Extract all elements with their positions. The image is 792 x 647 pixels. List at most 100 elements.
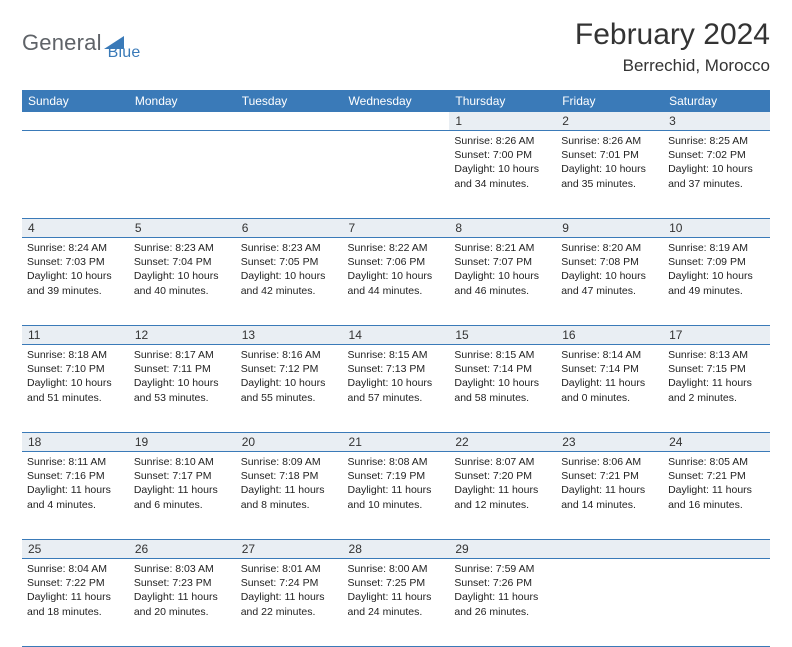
- day-cell: Sunrise: 8:04 AMSunset: 7:22 PMDaylight:…: [22, 559, 129, 647]
- day-sun-info: Sunrise: 8:03 AMSunset: 7:23 PMDaylight:…: [134, 562, 231, 619]
- day-sun-info: Sunrise: 8:01 AMSunset: 7:24 PMDaylight:…: [241, 562, 338, 619]
- day-cell: Sunrise: 7:59 AMSunset: 7:26 PMDaylight:…: [449, 559, 556, 647]
- day-number-cell: 11: [22, 326, 129, 345]
- week-row: Sunrise: 8:04 AMSunset: 7:22 PMDaylight:…: [22, 559, 770, 647]
- week-num-row: 45678910: [22, 219, 770, 238]
- day-number-cell: 24: [663, 433, 770, 452]
- day-header-friday: Friday: [556, 90, 663, 112]
- day-number-cell: 29: [449, 540, 556, 559]
- day-sun-info: Sunrise: 8:17 AMSunset: 7:11 PMDaylight:…: [134, 348, 231, 405]
- week-num-row: 11121314151617: [22, 326, 770, 345]
- day-cell: Sunrise: 8:15 AMSunset: 7:14 PMDaylight:…: [449, 345, 556, 433]
- day-cell: Sunrise: 8:03 AMSunset: 7:23 PMDaylight:…: [129, 559, 236, 647]
- day-cell: Sunrise: 8:22 AMSunset: 7:06 PMDaylight:…: [343, 238, 450, 326]
- day-sun-info: Sunrise: 8:10 AMSunset: 7:17 PMDaylight:…: [134, 455, 231, 512]
- day-sun-info: Sunrise: 8:22 AMSunset: 7:06 PMDaylight:…: [348, 241, 445, 298]
- day-header-monday: Monday: [129, 90, 236, 112]
- day-number-cell: [22, 112, 129, 131]
- day-sun-info: Sunrise: 8:20 AMSunset: 7:08 PMDaylight:…: [561, 241, 658, 298]
- day-cell: [129, 131, 236, 219]
- day-cell: Sunrise: 8:17 AMSunset: 7:11 PMDaylight:…: [129, 345, 236, 433]
- day-header-thursday: Thursday: [449, 90, 556, 112]
- day-cell: Sunrise: 8:06 AMSunset: 7:21 PMDaylight:…: [556, 452, 663, 540]
- day-sun-info: Sunrise: 8:13 AMSunset: 7:15 PMDaylight:…: [668, 348, 765, 405]
- day-sun-info: Sunrise: 8:23 AMSunset: 7:05 PMDaylight:…: [241, 241, 338, 298]
- day-cell: [236, 131, 343, 219]
- day-number-cell: 17: [663, 326, 770, 345]
- day-sun-info: Sunrise: 8:06 AMSunset: 7:21 PMDaylight:…: [561, 455, 658, 512]
- day-number-cell: [663, 540, 770, 559]
- day-number-cell: 9: [556, 219, 663, 238]
- title-block: February 2024 Berrechid, Morocco: [575, 18, 770, 76]
- logo: General Blue: [22, 24, 141, 62]
- week-num-row: 18192021222324: [22, 433, 770, 452]
- day-number-cell: 1: [449, 112, 556, 131]
- day-sun-info: Sunrise: 8:00 AMSunset: 7:25 PMDaylight:…: [348, 562, 445, 619]
- page-header: General Blue February 2024 Berrechid, Mo…: [22, 18, 770, 76]
- day-header-sunday: Sunday: [22, 90, 129, 112]
- day-cell: Sunrise: 8:09 AMSunset: 7:18 PMDaylight:…: [236, 452, 343, 540]
- day-sun-info: Sunrise: 8:19 AMSunset: 7:09 PMDaylight:…: [668, 241, 765, 298]
- day-cell: Sunrise: 8:26 AMSunset: 7:01 PMDaylight:…: [556, 131, 663, 219]
- day-cell: [22, 131, 129, 219]
- day-number-cell: 10: [663, 219, 770, 238]
- day-sun-info: Sunrise: 8:23 AMSunset: 7:04 PMDaylight:…: [134, 241, 231, 298]
- day-number-cell: 19: [129, 433, 236, 452]
- calendar-table: SundayMondayTuesdayWednesdayThursdayFrid…: [22, 90, 770, 647]
- day-number-cell: 7: [343, 219, 450, 238]
- week-row: Sunrise: 8:24 AMSunset: 7:03 PMDaylight:…: [22, 238, 770, 326]
- day-cell: Sunrise: 8:07 AMSunset: 7:20 PMDaylight:…: [449, 452, 556, 540]
- day-number-cell: 18: [22, 433, 129, 452]
- day-sun-info: Sunrise: 7:59 AMSunset: 7:26 PMDaylight:…: [454, 562, 551, 619]
- day-number-cell: 12: [129, 326, 236, 345]
- day-number-cell: 8: [449, 219, 556, 238]
- day-cell: [663, 559, 770, 647]
- day-sun-info: Sunrise: 8:16 AMSunset: 7:12 PMDaylight:…: [241, 348, 338, 405]
- day-number-cell: 27: [236, 540, 343, 559]
- month-title: February 2024: [575, 18, 770, 52]
- day-cell: [556, 559, 663, 647]
- day-number-cell: [343, 112, 450, 131]
- day-number-cell: 3: [663, 112, 770, 131]
- day-number-cell: 6: [236, 219, 343, 238]
- day-sun-info: Sunrise: 8:14 AMSunset: 7:14 PMDaylight:…: [561, 348, 658, 405]
- day-sun-info: Sunrise: 8:25 AMSunset: 7:02 PMDaylight:…: [668, 134, 765, 191]
- day-number-cell: 25: [22, 540, 129, 559]
- day-number-cell: 5: [129, 219, 236, 238]
- day-number-cell: 21: [343, 433, 450, 452]
- day-header-row: SundayMondayTuesdayWednesdayThursdayFrid…: [22, 90, 770, 112]
- day-sun-info: Sunrise: 8:05 AMSunset: 7:21 PMDaylight:…: [668, 455, 765, 512]
- day-sun-info: Sunrise: 8:09 AMSunset: 7:18 PMDaylight:…: [241, 455, 338, 512]
- day-number-cell: 22: [449, 433, 556, 452]
- day-cell: Sunrise: 8:24 AMSunset: 7:03 PMDaylight:…: [22, 238, 129, 326]
- day-cell: Sunrise: 8:26 AMSunset: 7:00 PMDaylight:…: [449, 131, 556, 219]
- day-number-cell: [556, 540, 663, 559]
- day-cell: Sunrise: 8:14 AMSunset: 7:14 PMDaylight:…: [556, 345, 663, 433]
- day-sun-info: Sunrise: 8:15 AMSunset: 7:13 PMDaylight:…: [348, 348, 445, 405]
- day-cell: Sunrise: 8:20 AMSunset: 7:08 PMDaylight:…: [556, 238, 663, 326]
- day-sun-info: Sunrise: 8:04 AMSunset: 7:22 PMDaylight:…: [27, 562, 124, 619]
- day-cell: [343, 131, 450, 219]
- week-num-row: 2526272829: [22, 540, 770, 559]
- logo-text-general: General: [22, 30, 102, 56]
- week-row: Sunrise: 8:26 AMSunset: 7:00 PMDaylight:…: [22, 131, 770, 219]
- day-sun-info: Sunrise: 8:26 AMSunset: 7:00 PMDaylight:…: [454, 134, 551, 191]
- day-number-cell: 26: [129, 540, 236, 559]
- day-number-cell: 20: [236, 433, 343, 452]
- week-row: Sunrise: 8:11 AMSunset: 7:16 PMDaylight:…: [22, 452, 770, 540]
- day-cell: Sunrise: 8:08 AMSunset: 7:19 PMDaylight:…: [343, 452, 450, 540]
- day-number-cell: 28: [343, 540, 450, 559]
- day-cell: Sunrise: 8:13 AMSunset: 7:15 PMDaylight:…: [663, 345, 770, 433]
- week-row: Sunrise: 8:18 AMSunset: 7:10 PMDaylight:…: [22, 345, 770, 433]
- day-number-cell: 4: [22, 219, 129, 238]
- day-cell: Sunrise: 8:11 AMSunset: 7:16 PMDaylight:…: [22, 452, 129, 540]
- day-cell: Sunrise: 8:00 AMSunset: 7:25 PMDaylight:…: [343, 559, 450, 647]
- day-sun-info: Sunrise: 8:08 AMSunset: 7:19 PMDaylight:…: [348, 455, 445, 512]
- day-cell: Sunrise: 8:23 AMSunset: 7:04 PMDaylight:…: [129, 238, 236, 326]
- day-cell: Sunrise: 8:16 AMSunset: 7:12 PMDaylight:…: [236, 345, 343, 433]
- day-header-saturday: Saturday: [663, 90, 770, 112]
- day-sun-info: Sunrise: 8:21 AMSunset: 7:07 PMDaylight:…: [454, 241, 551, 298]
- day-cell: Sunrise: 8:23 AMSunset: 7:05 PMDaylight:…: [236, 238, 343, 326]
- day-sun-info: Sunrise: 8:26 AMSunset: 7:01 PMDaylight:…: [561, 134, 658, 191]
- location-text: Berrechid, Morocco: [575, 56, 770, 76]
